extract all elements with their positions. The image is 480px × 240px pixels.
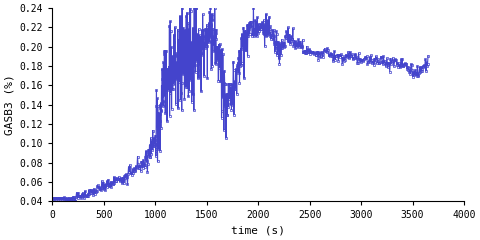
Y-axis label: GASB3 (%): GASB3 (%) [4,74,14,135]
X-axis label: time (s): time (s) [231,226,285,236]
